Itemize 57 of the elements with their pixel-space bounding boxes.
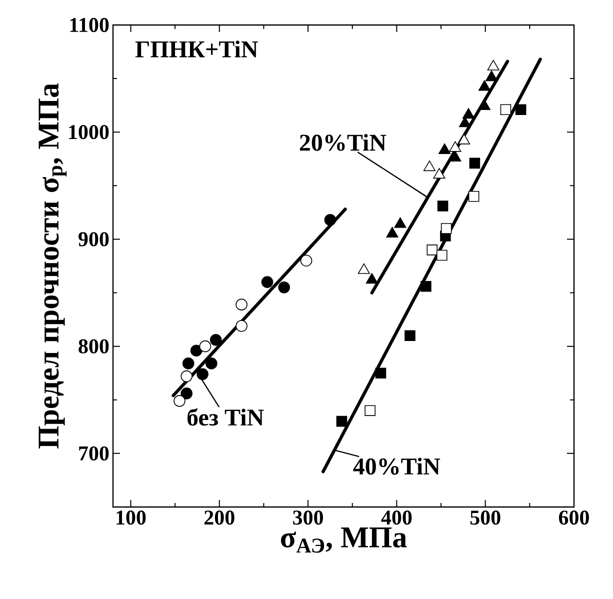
point bbox=[420, 280, 432, 292]
x-tick-label: 100 bbox=[116, 510, 146, 525]
point bbox=[487, 60, 500, 70]
point bbox=[180, 370, 192, 382]
y-tick-label: 900 bbox=[78, 232, 109, 246]
point bbox=[196, 368, 208, 380]
annotation: без TiN bbox=[188, 408, 264, 426]
point bbox=[182, 358, 194, 370]
annotation: 40%TiN bbox=[353, 458, 440, 475]
point bbox=[366, 273, 378, 284]
point bbox=[180, 388, 192, 400]
point bbox=[468, 190, 480, 202]
point bbox=[261, 276, 274, 288]
point bbox=[449, 150, 462, 162]
y-axis-title: Предел прочности σ$_{р}$, МПа bbox=[38, 83, 67, 448]
y-tick-label: 1000 bbox=[69, 125, 109, 140]
point bbox=[440, 223, 452, 234]
point bbox=[394, 217, 406, 228]
x-axis-title: σ$_{АЭ}$, МПа bbox=[280, 528, 407, 553]
annotation: 20%TiN bbox=[300, 134, 386, 151]
point bbox=[426, 244, 438, 256]
annotation: ГПНК+TiN bbox=[135, 40, 258, 58]
x-tick-label: 300 bbox=[293, 510, 323, 525]
y-tick-label: 1100 bbox=[70, 18, 109, 32]
y-tick-label: 700 bbox=[79, 446, 109, 461]
point bbox=[336, 416, 348, 427]
point bbox=[486, 70, 498, 82]
point bbox=[462, 108, 475, 119]
point bbox=[458, 134, 470, 144]
point bbox=[174, 395, 186, 407]
point bbox=[386, 226, 398, 238]
x-tick-label: 200 bbox=[204, 510, 234, 525]
y-tick-label: 800 bbox=[78, 339, 109, 354]
point bbox=[449, 141, 462, 152]
point bbox=[438, 143, 451, 154]
point bbox=[358, 263, 370, 274]
x-tick-label: 500 bbox=[470, 510, 500, 525]
point bbox=[364, 405, 376, 416]
point bbox=[436, 250, 448, 261]
point bbox=[236, 320, 248, 332]
point bbox=[437, 200, 448, 212]
point bbox=[324, 214, 336, 226]
point bbox=[375, 368, 386, 378]
point bbox=[278, 282, 290, 294]
x-tick-label: 400 bbox=[381, 510, 412, 525]
point bbox=[433, 168, 446, 179]
point bbox=[423, 160, 436, 172]
point bbox=[236, 298, 248, 310]
point bbox=[190, 344, 202, 357]
point bbox=[478, 80, 490, 91]
point bbox=[210, 334, 222, 346]
point bbox=[199, 340, 212, 352]
point bbox=[469, 158, 480, 169]
point bbox=[300, 254, 312, 267]
point bbox=[206, 358, 218, 370]
point bbox=[404, 330, 416, 342]
x-tick-label: 600 bbox=[558, 510, 589, 525]
